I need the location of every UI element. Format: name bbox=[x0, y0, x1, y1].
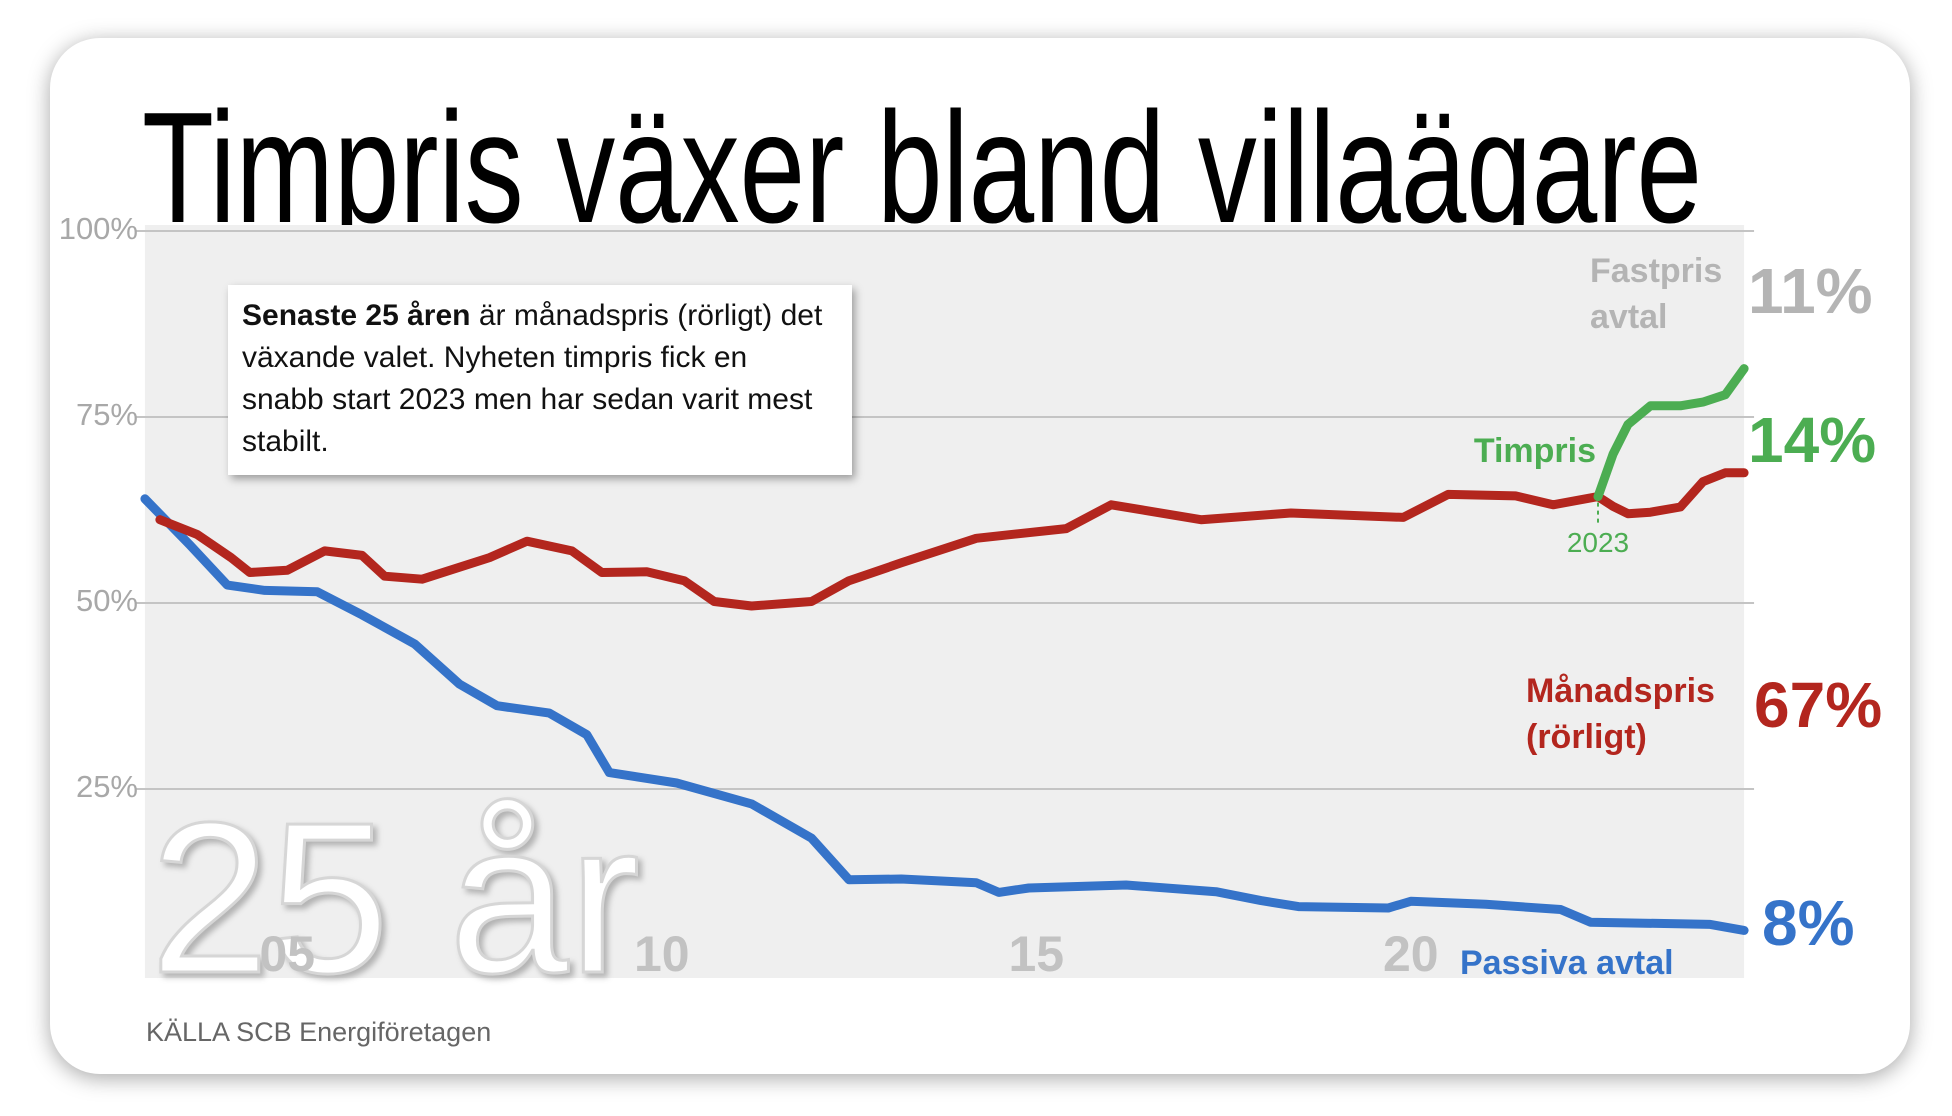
note-bold: Senaste 25 åren bbox=[242, 299, 471, 332]
y-tick-label: 100% bbox=[59, 211, 138, 246]
watermark: 25 år bbox=[150, 777, 640, 1018]
series-line bbox=[155, 468, 1749, 611]
marker-label: 2023 bbox=[1567, 527, 1629, 558]
share-value: 11% bbox=[1748, 255, 1873, 327]
share-value: 14% bbox=[1748, 404, 1877, 476]
share-value: 8% bbox=[1762, 887, 1855, 959]
x-tick-label: 15 bbox=[1008, 926, 1064, 982]
series-line bbox=[1593, 364, 1749, 502]
note-text: är månadspris (rörligt) det växande vale… bbox=[242, 299, 823, 458]
share-name: Timpris bbox=[1473, 432, 1596, 470]
y-tick-label: 50% bbox=[76, 583, 138, 618]
share-name: Månadspris (rörligt) bbox=[1526, 672, 1715, 756]
source: KÄLLA SCB Energiföretagen bbox=[146, 1017, 491, 1047]
y-tick-label: 75% bbox=[76, 397, 138, 432]
x-tick-label: 05 bbox=[259, 926, 315, 982]
share-name: Passiva avtal bbox=[1460, 944, 1674, 982]
series-line bbox=[140, 494, 1749, 935]
note: Senaste 25 åren är månadspris (rörligt) … bbox=[228, 285, 852, 475]
share-value: 67% bbox=[1754, 669, 1883, 741]
y-tick-label: 25% bbox=[76, 769, 138, 804]
x-tick-label: 20 bbox=[1383, 926, 1439, 982]
x-tick-label: 10 bbox=[634, 926, 690, 982]
share-name: Fastpris avtal bbox=[1590, 252, 1723, 336]
